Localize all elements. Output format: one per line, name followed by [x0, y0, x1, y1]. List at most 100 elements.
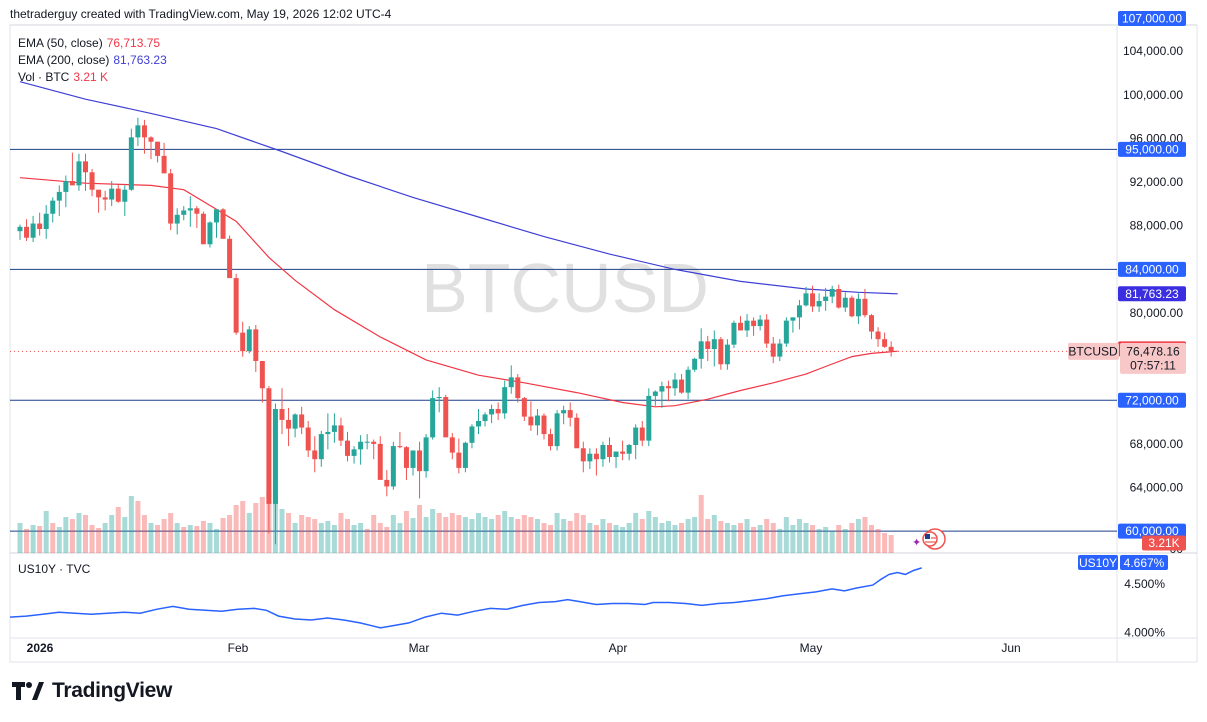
candle[interactable]	[476, 409, 481, 435]
candle[interactable]	[842, 292, 848, 312]
candle[interactable]	[299, 406, 305, 435]
candle[interactable]	[534, 409, 540, 436]
candle[interactable]	[410, 450, 416, 476]
candle[interactable]	[711, 330, 717, 367]
candle[interactable]	[30, 215, 36, 243]
us10y-pane-legend[interactable]: US10Y · TVC	[18, 562, 91, 576]
candle[interactable]	[286, 407, 292, 447]
price-tag-level[interactable]: 107,000.00	[1118, 10, 1186, 26]
candle[interactable]	[338, 417, 344, 447]
candle[interactable]	[777, 339, 783, 361]
candle[interactable]	[377, 436, 383, 480]
candle[interactable]	[397, 431, 403, 449]
volume-tag[interactable]: 3.21K	[1142, 535, 1186, 551]
candle[interactable]	[639, 421, 645, 447]
candle[interactable]	[823, 287, 829, 311]
candle[interactable]	[318, 430, 324, 467]
candle[interactable]	[63, 175, 69, 208]
candle[interactable]	[580, 441, 586, 473]
candle[interactable]	[862, 289, 868, 318]
legend-volume[interactable]: Vol · BTC 3.21 K	[18, 69, 167, 86]
candle[interactable]	[220, 208, 226, 239]
candle[interactable]	[456, 438, 462, 474]
candle[interactable]	[587, 448, 593, 469]
candle[interactable]	[757, 315, 763, 331]
candle[interactable]	[489, 404, 495, 424]
candle[interactable]	[698, 328, 704, 369]
candle[interactable]	[56, 185, 62, 216]
sparkle-icon[interactable]: ✦	[912, 537, 921, 549]
candle[interactable]	[259, 361, 265, 403]
candle[interactable]	[312, 436, 318, 473]
candle[interactable]	[613, 451, 619, 468]
candle[interactable]	[200, 211, 206, 245]
candle[interactable]	[574, 413, 580, 449]
candle[interactable]	[390, 441, 396, 490]
candle[interactable]	[266, 386, 272, 534]
candle[interactable]	[829, 285, 835, 304]
candle[interactable]	[325, 413, 331, 450]
candle[interactable]	[705, 335, 711, 361]
price-tag-level[interactable]: 72,000.00	[1118, 392, 1186, 408]
candle[interactable]	[207, 221, 213, 248]
us10y-value-tag[interactable]: US10Y 4.667%	[1078, 555, 1168, 570]
candle[interactable]	[783, 317, 789, 347]
candle[interactable]	[253, 325, 259, 372]
candle[interactable]	[626, 443, 632, 461]
candle[interactable]	[187, 196, 193, 227]
candle[interactable]	[246, 326, 252, 354]
candle[interactable]	[521, 397, 527, 421]
candle[interactable]	[869, 314, 874, 340]
candle[interactable]	[96, 189, 102, 213]
candle[interactable]	[227, 235, 233, 279]
candle[interactable]	[351, 446, 357, 464]
candle[interactable]	[417, 441, 423, 499]
candle[interactable]	[168, 169, 174, 231]
candle[interactable]	[561, 405, 567, 425]
candle[interactable]	[731, 320, 737, 348]
candle[interactable]	[810, 285, 816, 312]
candle[interactable]	[724, 339, 730, 370]
candle[interactable]	[796, 299, 802, 330]
candle[interactable]	[790, 317, 796, 333]
us10y-line[interactable]	[9, 567, 922, 629]
candle[interactable]	[272, 403, 278, 545]
tradingview-logo[interactable]: TradingView	[12, 679, 172, 703]
candle[interactable]	[443, 394, 449, 438]
candle[interactable]	[83, 153, 88, 191]
candle[interactable]	[148, 136, 154, 160]
candle[interactable]	[122, 185, 128, 216]
candle[interactable]	[194, 206, 200, 228]
candle[interactable]	[679, 374, 685, 394]
candle[interactable]	[482, 412, 488, 427]
candle[interactable]	[115, 184, 121, 203]
candle[interactable]	[692, 357, 698, 372]
candle[interactable]	[174, 208, 180, 235]
candle[interactable]	[161, 142, 167, 174]
candle[interactable]	[849, 295, 855, 318]
candle[interactable]	[652, 390, 658, 406]
candle[interactable]	[102, 190, 108, 211]
price-tag-ema200[interactable]: 81,763.23	[1118, 286, 1186, 302]
candle[interactable]	[141, 119, 147, 154]
candle[interactable]	[744, 314, 750, 337]
candle[interactable]	[607, 437, 612, 463]
candle[interactable]	[548, 428, 554, 451]
candle[interactable]	[718, 337, 724, 370]
candle[interactable]	[888, 341, 894, 357]
candle[interactable]	[875, 327, 881, 347]
candle[interactable]	[69, 152, 75, 186]
candle[interactable]	[803, 286, 809, 307]
ema200-line[interactable]	[19, 81, 898, 295]
candle[interactable]	[593, 448, 599, 476]
legend-ema200[interactable]: EMA (200, close) 81,763.23	[18, 52, 167, 69]
candle[interactable]	[449, 433, 455, 460]
candle[interactable]	[646, 388, 652, 447]
price-tag-level[interactable]: 84,000.00	[1118, 261, 1186, 277]
candle[interactable]	[738, 316, 743, 331]
candle[interactable]	[37, 212, 43, 236]
candle[interactable]	[620, 440, 626, 461]
candle[interactable]	[109, 181, 115, 207]
